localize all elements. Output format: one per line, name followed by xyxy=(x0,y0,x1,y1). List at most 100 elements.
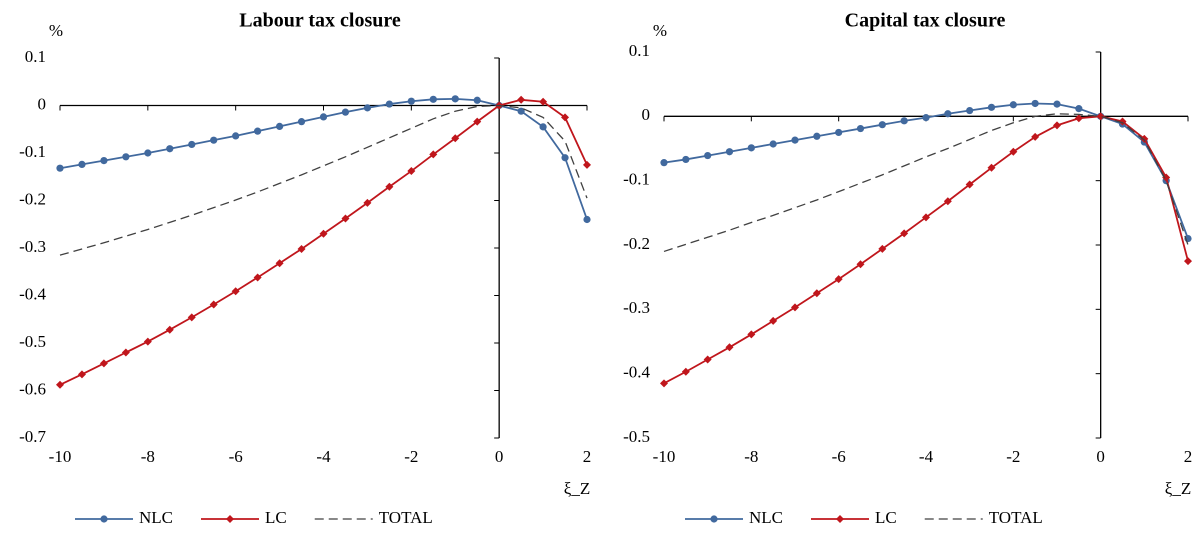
legend-label: TOTAL xyxy=(379,508,433,527)
marker xyxy=(275,259,284,268)
marker xyxy=(561,113,570,122)
marker xyxy=(226,515,234,523)
chart-title: Labour tax closure xyxy=(239,10,401,32)
marker xyxy=(539,97,548,106)
marker xyxy=(144,149,152,157)
y-tick-label: 0 xyxy=(38,94,47,113)
marker xyxy=(769,140,777,148)
marker xyxy=(429,150,438,159)
marker xyxy=(166,145,174,153)
marker xyxy=(660,159,668,167)
legend-label: LC xyxy=(875,508,897,527)
marker xyxy=(1074,114,1083,123)
marker xyxy=(232,132,240,140)
y-tick-label: 0.1 xyxy=(25,47,46,66)
marker xyxy=(791,136,799,144)
marker xyxy=(836,515,844,523)
line xyxy=(59,98,588,386)
marker xyxy=(517,95,526,104)
x-tick-label: -4 xyxy=(919,447,934,466)
marker xyxy=(725,343,734,352)
marker xyxy=(987,163,996,172)
marker xyxy=(1009,147,1018,156)
marker xyxy=(1162,173,1171,182)
marker xyxy=(231,287,240,296)
x-tick-label: -10 xyxy=(653,447,676,466)
legend-label: TOTAL xyxy=(989,508,1043,527)
legend-label: LC xyxy=(265,508,287,527)
marker xyxy=(319,113,328,121)
marker xyxy=(1053,121,1061,130)
marker xyxy=(747,330,756,339)
marker xyxy=(319,229,328,238)
marker xyxy=(209,300,218,309)
marker xyxy=(1009,101,1017,109)
marker xyxy=(210,136,218,144)
marker xyxy=(429,95,437,103)
marker xyxy=(1031,99,1039,108)
y-tick-label: -0.3 xyxy=(623,298,650,317)
marker xyxy=(791,303,799,312)
marker xyxy=(165,325,174,334)
y-tick-label: -0.1 xyxy=(19,142,46,161)
marker xyxy=(100,157,108,165)
series xyxy=(56,95,591,389)
chart-title: Capital tax closure xyxy=(845,10,1006,32)
marker xyxy=(341,108,350,116)
marker xyxy=(385,182,394,191)
marker xyxy=(944,110,952,118)
marker xyxy=(385,100,393,108)
marker xyxy=(878,121,886,129)
marker xyxy=(254,127,262,135)
y-tick-label: -0.2 xyxy=(623,234,650,253)
marker xyxy=(835,128,843,137)
marker xyxy=(987,103,996,111)
marker xyxy=(1140,134,1149,143)
y-axis-label: % xyxy=(49,21,63,40)
y-tick-label: -0.2 xyxy=(19,189,46,208)
marker xyxy=(922,114,930,122)
marker xyxy=(681,367,690,376)
legend-label: NLC xyxy=(139,508,173,527)
x-tick-label: 2 xyxy=(583,447,592,466)
series xyxy=(660,112,1192,388)
marker xyxy=(704,151,712,160)
marker xyxy=(583,215,591,224)
line xyxy=(663,113,1189,253)
marker xyxy=(407,167,416,176)
x-tick-label: -8 xyxy=(141,447,155,466)
marker xyxy=(407,97,415,105)
marker xyxy=(878,244,887,253)
marker xyxy=(187,313,196,322)
marker xyxy=(834,275,843,284)
legend-label: NLC xyxy=(749,508,783,527)
series xyxy=(663,113,1189,253)
marker xyxy=(539,123,547,131)
marker xyxy=(473,96,481,104)
marker xyxy=(78,160,86,168)
x-tick-label: -4 xyxy=(316,447,331,466)
marker xyxy=(451,134,460,143)
marker xyxy=(561,154,569,162)
marker xyxy=(856,260,865,269)
marker xyxy=(517,107,525,115)
line xyxy=(663,115,1189,385)
marker xyxy=(122,153,130,161)
x-tick-label: 0 xyxy=(495,447,504,466)
marker xyxy=(682,155,690,164)
marker xyxy=(143,337,152,346)
marker xyxy=(56,164,64,172)
y-axis-label: % xyxy=(653,21,667,40)
marker xyxy=(1184,257,1192,266)
marker xyxy=(747,144,755,152)
marker xyxy=(1075,105,1083,113)
marker xyxy=(583,160,591,169)
marker xyxy=(121,348,130,357)
y-tick-label: -0.7 xyxy=(19,427,46,446)
y-tick-label: -0.1 xyxy=(623,170,650,189)
marker xyxy=(275,122,284,130)
marker xyxy=(813,132,821,140)
marker xyxy=(363,198,372,207)
y-tick-label: -0.3 xyxy=(19,237,46,256)
